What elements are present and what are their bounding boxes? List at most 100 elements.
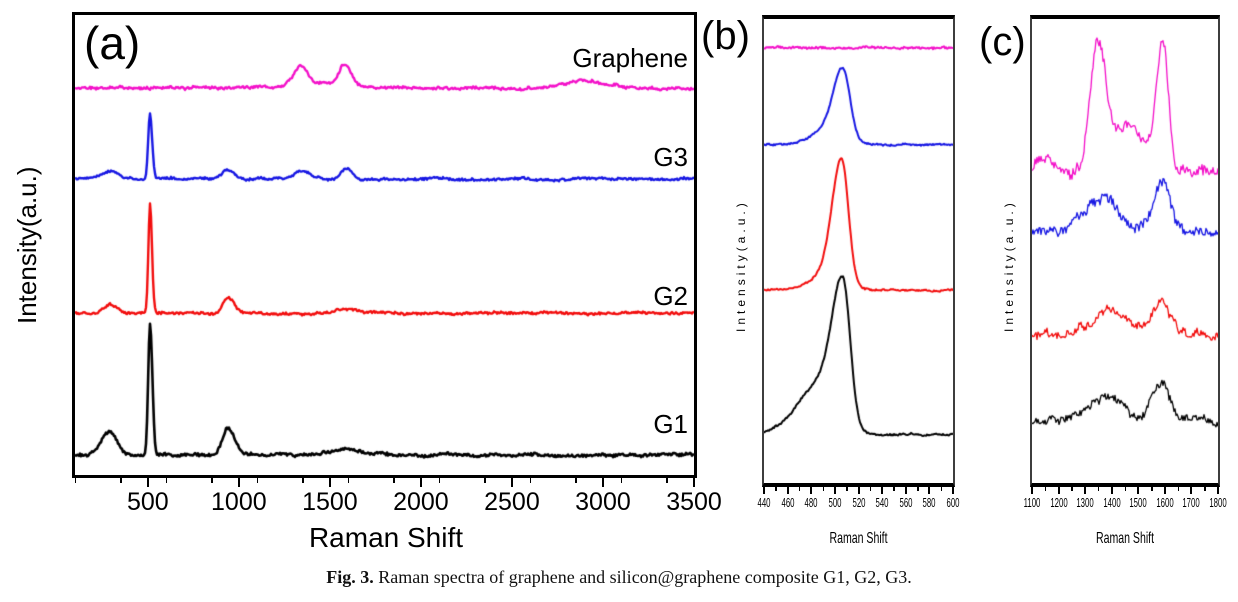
caption-text: Raman spectra of graphene and silicon@gr…: [373, 567, 912, 587]
major-tick: [1163, 487, 1166, 494]
minor-tick: [211, 478, 213, 483]
tick-label: 1000: [211, 488, 267, 516]
minor-tick: [1204, 487, 1206, 491]
major-tick: [1057, 487, 1060, 494]
major-tick: [928, 487, 931, 494]
minor-tick: [1177, 487, 1180, 491]
series-label-g2: G2: [653, 281, 688, 311]
caption-figure-number: Fig. 3.: [326, 567, 374, 587]
minor-tick: [575, 478, 577, 483]
major-tick: [510, 478, 513, 487]
minor-tick: [302, 478, 304, 483]
panel-label-c: (c): [979, 20, 1026, 64]
minor-tick: [775, 487, 777, 491]
major-tick: [833, 487, 836, 494]
minor-tick: [120, 478, 122, 483]
minor-tick: [393, 478, 395, 483]
minor-tick: [1044, 487, 1047, 491]
spectra-canvas-b: [764, 19, 953, 483]
major-tick: [1031, 487, 1033, 494]
panel-label-a: (a): [84, 17, 141, 69]
tick-label: 500: [828, 495, 842, 510]
minor-tick: [620, 478, 623, 483]
major-tick: [1190, 487, 1193, 494]
tick-label: 560: [899, 495, 913, 510]
plot-area-c: [1030, 15, 1220, 487]
tick-label: 2000: [393, 488, 449, 516]
panel-label-b: (b): [701, 14, 750, 58]
major-tick: [601, 478, 604, 487]
tick-label: 2500: [484, 488, 540, 516]
major-tick: [237, 478, 240, 487]
x-axis-label-b: Raman Shift: [829, 530, 888, 547]
tick-label: 540: [875, 495, 889, 510]
series-label-g3: G3: [653, 142, 688, 172]
minor-tick: [666, 478, 668, 483]
y-axis-label-a: Intensity(a.u.): [12, 166, 42, 324]
major-tick: [810, 487, 813, 494]
minor-tick: [74, 478, 76, 483]
minor-tick: [846, 487, 848, 491]
tick-label: 1400: [1103, 495, 1121, 510]
tick-label: 1300: [1076, 495, 1094, 510]
spectra-canvas-a: [75, 15, 694, 475]
minor-tick: [1071, 487, 1073, 491]
minor-tick: [869, 487, 872, 491]
x-ticks-b: 440 460 480 500 520 540 560 580 600: [757, 487, 960, 527]
x-axis-label-c: Raman Shift: [1095, 530, 1155, 547]
tick-label: 460: [781, 495, 795, 510]
major-tick: [763, 487, 765, 494]
tick-label: 3500: [666, 488, 722, 516]
major-tick: [881, 487, 884, 494]
minor-tick: [1097, 487, 1100, 491]
major-tick: [904, 487, 907, 494]
minor-tick: [893, 487, 895, 491]
tick-label: 1700: [1182, 495, 1201, 510]
minor-tick: [256, 478, 259, 483]
tick-label: 600: [946, 495, 960, 510]
minor-tick: [940, 487, 943, 491]
minor-tick: [438, 478, 441, 483]
tick-label: 3000: [575, 488, 631, 516]
major-tick: [146, 478, 149, 487]
minor-tick: [165, 478, 168, 483]
minor-tick: [484, 478, 486, 483]
tick-label: 440: [757, 495, 771, 510]
x-ticks-a: 500 1000 1500 2000 2500 3000 3500: [74, 478, 722, 518]
tick-label: 520: [851, 495, 866, 510]
major-tick: [1137, 487, 1140, 494]
y-axis-label-b: Intensity(a.u.): [734, 199, 748, 332]
major-tick: [952, 487, 954, 494]
tick-label: 1800: [1209, 495, 1227, 510]
major-tick: [857, 487, 860, 494]
minor-tick: [347, 478, 350, 483]
series-label-g1: G1: [653, 409, 688, 439]
minor-tick: [1124, 487, 1126, 491]
major-tick: [328, 478, 331, 487]
major-tick: [1217, 487, 1219, 494]
figure-caption: Fig. 3. Raman spectra of graphene and si…: [0, 567, 1238, 588]
plot-area-a: [72, 12, 697, 478]
tick-label: 1100: [1023, 495, 1041, 510]
x-axis-label-a: Raman Shift: [308, 522, 464, 553]
major-tick: [1110, 487, 1113, 494]
plot-area-b: [762, 15, 955, 487]
y-axis-label-c: Intensity(a.u.): [1002, 199, 1016, 332]
minor-tick: [822, 487, 825, 491]
major-tick: [693, 478, 695, 487]
tick-label: 1500: [1129, 495, 1147, 510]
major-tick: [419, 478, 422, 487]
minor-tick: [917, 487, 919, 491]
tick-label: 1500: [302, 488, 358, 516]
minor-tick: [1151, 487, 1153, 491]
x-ticks-c: 1100 1200 1300 1400 1500 1600 1700 1800: [1024, 487, 1227, 527]
spectra-canvas-c: [1032, 19, 1218, 483]
tick-label: 580: [922, 495, 936, 510]
tick-label: 480: [804, 495, 818, 510]
series-label-graphene: Graphene: [572, 43, 688, 73]
minor-tick: [529, 478, 532, 483]
tick-label: 500: [126, 488, 169, 516]
tick-label: 1600: [1156, 495, 1174, 510]
tick-label: 1200: [1049, 495, 1068, 510]
